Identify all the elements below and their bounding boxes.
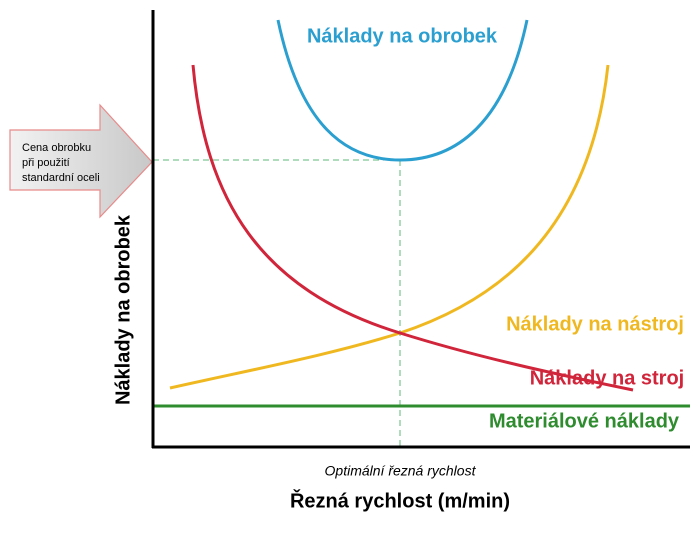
callout-line: při použití bbox=[22, 157, 70, 169]
curve-label: Materiálové náklady bbox=[489, 410, 680, 432]
cost-curve bbox=[276, 19, 529, 162]
curve-label: Náklady na nástroj bbox=[506, 313, 684, 335]
cost-curve bbox=[169, 64, 610, 390]
x-axis-label: Řezná rychlost (m/min) bbox=[290, 488, 510, 512]
curve-label: Náklady na obrobek bbox=[307, 25, 498, 47]
callout-arrow bbox=[9, 103, 153, 219]
cost-curve bbox=[191, 64, 634, 392]
callout-line: standardní oceli bbox=[22, 172, 100, 184]
y-axis-label: Náklady na obrobek bbox=[112, 214, 134, 405]
callout-line: Cena obrobku bbox=[22, 142, 91, 154]
x-axis-note: Optimální řezná rychlost bbox=[325, 463, 477, 479]
curve-label: Náklady na stroj bbox=[530, 367, 685, 389]
